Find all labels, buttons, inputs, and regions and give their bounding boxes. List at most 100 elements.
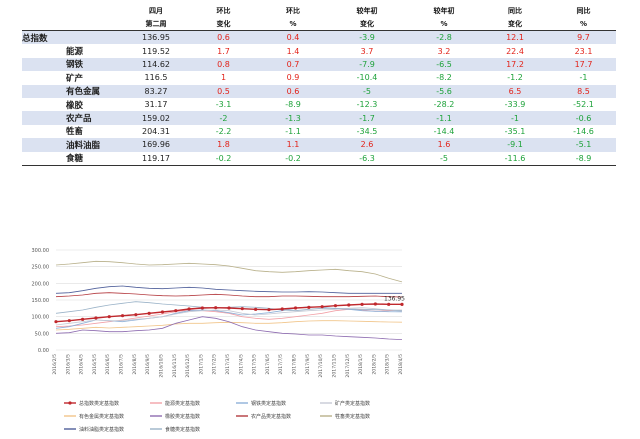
table-cell: -1.3 — [261, 111, 325, 125]
x-tick-label: 2018/1/5 — [358, 354, 364, 375]
series-point — [200, 306, 204, 310]
legend-label: 能源类定基指数 — [165, 400, 200, 407]
series-point — [214, 306, 218, 310]
y-tick-label: 100.00 — [32, 315, 50, 321]
x-tick-label: 2016/6/5 — [105, 354, 111, 375]
row-label: 食糖 — [22, 151, 126, 166]
x-tick-label: 2018/4/5 — [398, 354, 404, 375]
table-cell: -1.7 — [325, 111, 409, 125]
data-annotation: 136.95 — [384, 295, 405, 302]
legend-marker — [68, 401, 72, 405]
legend-label: 矿产类定基指数 — [335, 400, 370, 407]
table-cell: -0.6 — [551, 111, 616, 125]
table-cell: 17.2 — [479, 57, 551, 72]
table-cell: -2 — [186, 111, 261, 125]
x-tick-label: 2017/12/5 — [345, 354, 351, 378]
series-point — [373, 302, 377, 306]
x-tick-label: 2017/4/5 — [238, 354, 244, 375]
series-point — [187, 307, 191, 311]
table-cell: 6.5 — [479, 84, 551, 98]
table-header-row: 第二周 变化% 变化% 变化% — [22, 17, 616, 31]
y-tick-label: 300.00 — [32, 248, 50, 254]
table-cell: 0.8 — [186, 57, 261, 72]
table-cell: -8.9 — [551, 151, 616, 166]
table-cell: -12.3 — [356, 100, 378, 110]
table-cell: 1 — [220, 73, 227, 83]
table-row: 牲畜 204.31 -2.2 -1.1 -34.5 -14.4 -35.1 -14.6 — [22, 125, 616, 138]
series-point — [81, 317, 85, 321]
table-cell: 136.95 — [126, 30, 186, 45]
table-cell: 114.62 — [126, 57, 186, 72]
table-cell: -8.2 — [436, 73, 452, 83]
column-header: 变化 — [186, 17, 261, 31]
table-row: 钢铁 114.62 0.8 0.7 -7.9 -6.5 17.2 17.7 — [22, 57, 616, 72]
table-cell: 12.1 — [479, 30, 551, 45]
table-cell: 9.7 — [551, 30, 616, 45]
x-tick-label: 2017/3/5 — [225, 354, 231, 375]
series-point — [254, 307, 258, 311]
table-cell: 22.4 — [506, 46, 524, 56]
table-cell: 1.7 — [217, 46, 230, 56]
y-tick-label: 250.00 — [32, 265, 50, 271]
x-tick-label: 2017/11/5 — [331, 354, 337, 378]
series-point — [320, 305, 324, 309]
legend-label: 钢铁类定基指数 — [251, 400, 286, 407]
table-cell: -1.2 — [507, 73, 523, 83]
table-cell: 3.2 — [437, 46, 451, 56]
series-line — [55, 260, 403, 283]
table-cell: 83.27 — [126, 84, 186, 98]
series-point — [174, 309, 178, 313]
table-cell: -1.1 — [409, 111, 479, 125]
table-cell: -3.1 — [215, 100, 232, 110]
x-tick-label: 2018/3/5 — [385, 354, 391, 375]
table-cell: -6.5 — [409, 57, 479, 72]
table-cell: 119.17 — [126, 151, 186, 166]
table-cell: 0.5 — [186, 84, 261, 98]
row-label: 有色金属 — [22, 84, 126, 98]
table-row: 橡胶 31.17 -3.1 -8.9 -12.3 -28.2 -33.9 -52.1 — [22, 98, 616, 111]
series-point — [54, 320, 58, 324]
series-point — [147, 311, 151, 315]
row-label: 矿产 — [66, 73, 84, 84]
series-line — [55, 292, 403, 298]
x-tick-label: 2017/2/5 — [212, 354, 218, 375]
table-cell: -2.2 — [215, 126, 232, 136]
table-cell: -28.2 — [433, 100, 455, 110]
series-point — [400, 302, 404, 306]
x-tick-label: 2016/7/5 — [119, 354, 125, 375]
table-cell: -6.3 — [325, 151, 409, 166]
x-tick-label: 2016/12/5 — [185, 354, 191, 378]
column-header: 环比 — [286, 6, 300, 15]
series-point — [120, 314, 125, 318]
table-cell: -10.4 — [356, 73, 378, 83]
series-point — [94, 316, 98, 320]
row-label: 钢铁 — [22, 57, 126, 72]
row-label: 农产品 — [22, 111, 126, 125]
table-cell: -34.5 — [356, 126, 378, 136]
table-cell: 116.5 — [144, 73, 168, 83]
series-line — [55, 316, 403, 340]
table-cell: 8.5 — [551, 84, 616, 98]
legend-label: 有色金属类定基指数 — [79, 413, 124, 420]
table-row: 矿产 116.5 1 0.9 -10.4 -8.2 -1.2 -1 — [22, 71, 616, 84]
row-label: 能源 — [66, 47, 84, 58]
column-header: 四月 — [149, 6, 163, 15]
legend-label: 食糖类定基指数 — [165, 426, 200, 433]
column-header: % — [409, 17, 479, 31]
table-cell: 2.6 — [325, 138, 409, 152]
row-label: 总指数 — [22, 30, 126, 45]
column-header: 同比 — [576, 6, 591, 15]
x-tick-label: 2016/9/5 — [145, 354, 151, 375]
x-tick-label: 2017/7/5 — [278, 354, 284, 375]
series-point — [160, 310, 165, 314]
column-header: % — [551, 17, 616, 31]
table-cell: -35.1 — [504, 126, 526, 136]
table-cell: -1.1 — [285, 126, 301, 136]
table-cell: -52.1 — [573, 100, 594, 110]
series-point — [293, 306, 298, 310]
table-cell: -2.8 — [409, 30, 479, 45]
index-line-chart: 0.00 50.00 100.00 150.00 200.00 250.00 300.00 2… — [32, 248, 406, 433]
series-point — [360, 302, 364, 306]
x-tick-label: 2017/6/5 — [265, 354, 271, 375]
x-tick-label: 2016/8/5 — [132, 354, 138, 375]
